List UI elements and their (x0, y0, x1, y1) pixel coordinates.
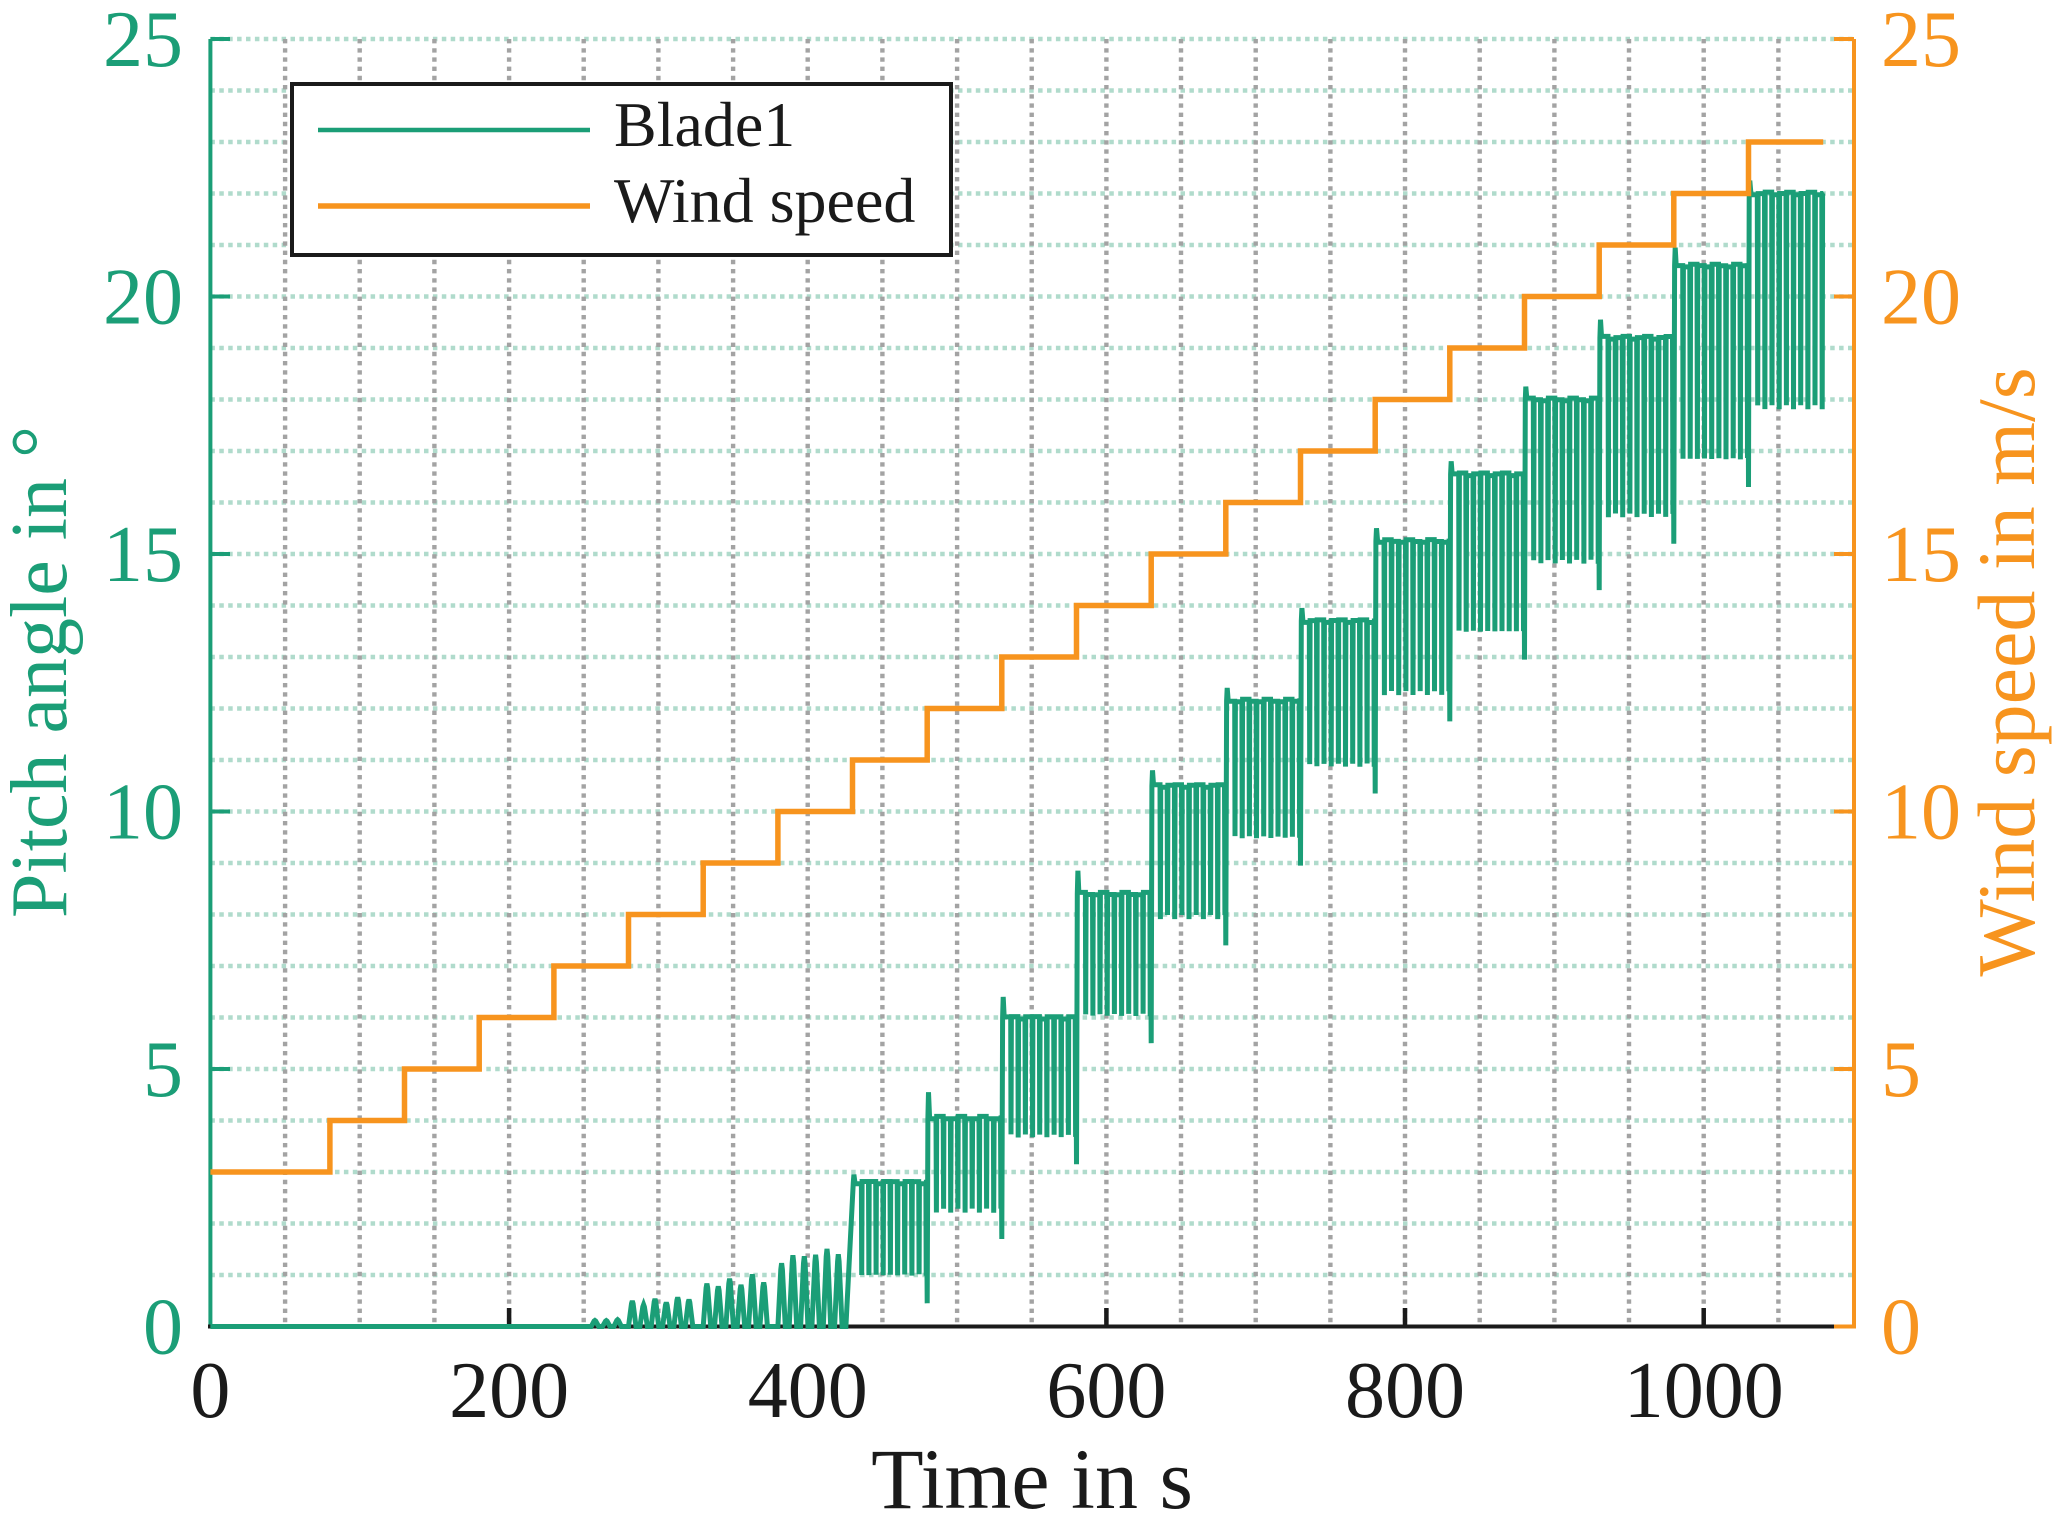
svg-text:0: 0 (190, 1347, 230, 1435)
svg-text:Time in s: Time in s (871, 1431, 1193, 1515)
svg-text:200: 200 (449, 1347, 569, 1435)
svg-text:5: 5 (143, 1026, 183, 1114)
svg-text:0: 0 (143, 1284, 183, 1372)
svg-text:Blade1: Blade1 (614, 89, 795, 160)
svg-text:20: 20 (103, 254, 183, 342)
svg-text:5: 5 (1881, 1026, 1921, 1114)
svg-text:20: 20 (1881, 254, 1961, 342)
svg-text:400: 400 (748, 1347, 868, 1435)
svg-text:Wind speed in m/s: Wind speed in m/s (1961, 367, 2052, 976)
svg-text:10: 10 (1881, 769, 1961, 857)
svg-text:600: 600 (1046, 1347, 1166, 1435)
svg-text:1000: 1000 (1624, 1347, 1784, 1435)
svg-text:25: 25 (1881, 0, 1961, 84)
svg-text:Pitch angle in °: Pitch angle in ° (0, 426, 84, 918)
svg-text:Wind speed: Wind speed (614, 165, 915, 236)
svg-text:15: 15 (103, 511, 183, 599)
svg-text:800: 800 (1345, 1347, 1465, 1435)
svg-text:10: 10 (103, 769, 183, 857)
svg-text:15: 15 (1881, 511, 1961, 599)
svg-text:0: 0 (1881, 1284, 1921, 1372)
svg-text:25: 25 (103, 0, 183, 84)
